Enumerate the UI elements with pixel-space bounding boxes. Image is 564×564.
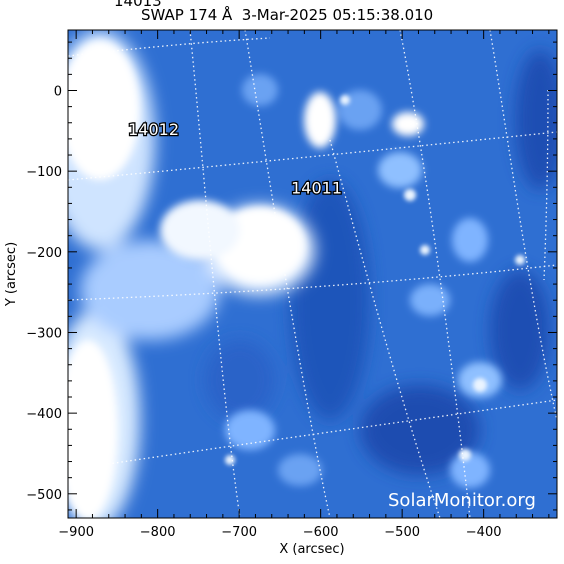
x-axis-title: X (arcsec) — [279, 542, 344, 557]
active-region-labels: 14012 14011 — [127, 119, 343, 199]
y-tick-label: −100 — [26, 165, 62, 180]
y-axis-title: Y (arcsec) — [4, 242, 19, 307]
y-tick-label: −200 — [26, 246, 62, 261]
axis-tick-labels: −900 −800 −700 −600 −500 −400 0 −100 −200 −300 −40… — [26, 84, 501, 540]
overlap-region-label: 14013 — [114, 0, 162, 10]
y-tick-label: −300 — [26, 326, 62, 341]
x-tick-label: −800 — [140, 525, 176, 540]
plot-border — [67, 29, 558, 519]
y-tick-label: −500 — [26, 488, 62, 503]
x-tick-label: −700 — [221, 525, 257, 540]
x-tick-label: −400 — [466, 525, 502, 540]
watermark-text: SolarMonitor.org — [388, 490, 536, 511]
active-region-label: 14012 — [128, 120, 179, 139]
x-tick-label: −500 — [384, 525, 420, 540]
coordinate-grid — [68, 30, 557, 518]
y-tick-label: 0 — [54, 84, 62, 99]
active-region-label: 14011 — [291, 178, 342, 197]
y-tick-label: −400 — [26, 407, 62, 422]
x-tick-label: −600 — [303, 525, 339, 540]
image-title: SWAP 174 Å 3-Mar-2025 05:15:38.010 — [141, 6, 434, 24]
x-tick-label: −900 — [58, 525, 94, 540]
solar-image — [68, 30, 557, 518]
axis-ticks — [68, 30, 557, 518]
